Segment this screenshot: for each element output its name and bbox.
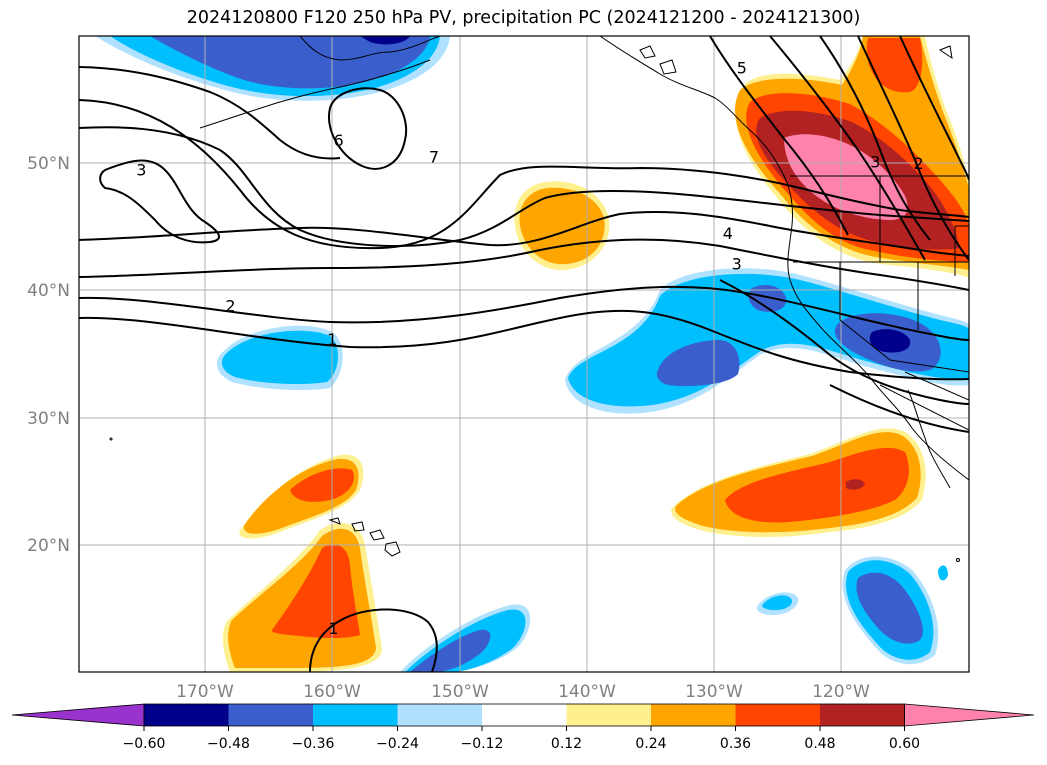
colorbar: −0.60 −0.48 −0.36 −0.24 −0.12 0.12 0.24 0.36 0.4…	[11, 703, 1035, 752]
pv-contour-7	[328, 87, 408, 170]
pv-contour-6-alaska	[79, 66, 341, 160]
latitude-label-50n: 50°N	[27, 154, 70, 174]
pv-contour-3-east	[819, 36, 931, 241]
contour-label-1: 1	[328, 619, 338, 638]
precipitation-fills	[95, 36, 969, 672]
contour-label-4: 4	[723, 224, 733, 243]
longitude-label-140w: 140°W	[558, 682, 616, 702]
colorbar-tick-label: 0.12	[551, 736, 582, 752]
contour-label-layer: 3 6 7 5 3 2 4 3 2 1 1	[136, 58, 923, 638]
coastlines	[199, 36, 969, 489]
contour-label-2: 2	[225, 297, 235, 316]
longitude-label-150w: 150°W	[431, 682, 489, 702]
colorbar-segment	[820, 704, 905, 726]
colorbar-tick-label: −0.36	[292, 736, 335, 752]
pv-contour-1-south	[79, 309, 969, 381]
colorbar-segment	[482, 704, 567, 726]
contour-label-6: 6	[333, 131, 343, 150]
map-plot-area	[79, 36, 969, 672]
pv-contour-5	[79, 99, 969, 250]
pv-contour-2-east	[857, 36, 969, 261]
negative-precip-region-southeast	[756, 556, 948, 665]
contour-label-1: 1	[327, 330, 337, 349]
colorbar-segment	[144, 704, 229, 726]
contour-label-2: 2	[913, 154, 923, 173]
longitude-label-130w: 130°W	[685, 682, 743, 702]
colorbar-tick-label: 0.60	[889, 736, 920, 752]
contour-label-5: 5	[737, 58, 747, 77]
map-frame	[78, 35, 970, 673]
pv-contour-4-east	[769, 36, 926, 261]
pv-contour-3-mid	[79, 238, 969, 291]
negative-precip-region-california	[565, 268, 969, 414]
pv-contour-1-far-se	[829, 384, 969, 433]
colorbar-tick-label: 0.48	[804, 736, 835, 752]
contour-label-7: 7	[429, 148, 439, 167]
latitude-axis: 50°N 40°N 30°N 20°N	[27, 154, 70, 556]
colorbar-segment	[397, 704, 483, 726]
longitude-label-170w: 170°W	[176, 682, 234, 702]
contour-label-3: 3	[732, 255, 742, 274]
pv-contour-1-se	[719, 279, 969, 405]
pv-contour-1-low	[309, 608, 438, 672]
longitude-label-120w: 120°W	[812, 682, 870, 702]
colorbar-segment	[651, 704, 736, 726]
pv-contour-5-east	[709, 36, 849, 236]
longitude-label-160w: 160°W	[303, 682, 361, 702]
colorbar-segment	[313, 704, 398, 726]
positive-precip-region-hawaii-south	[222, 522, 382, 672]
colorbar-tick-label: −0.48	[207, 736, 250, 752]
colorbar-tick-label: −0.12	[461, 736, 504, 752]
pv-contour-1-east	[899, 36, 969, 181]
longitude-axis: 170°W 160°W 150°W 140°W 130°W 120°W	[176, 682, 870, 702]
colorbar-extend-high	[904, 703, 1035, 727]
colorbar-tick-label: −0.60	[123, 736, 166, 752]
pv-contours	[79, 36, 969, 672]
colorbar-segment	[566, 704, 652, 726]
islands	[109, 45, 960, 562]
contour-label-3: 3	[136, 160, 146, 179]
colorbar-segment	[228, 704, 314, 726]
latitude-label-20n: 20°N	[27, 536, 70, 556]
latitude-label-40n: 40°N	[27, 281, 70, 301]
positive-precip-region-north-pacific	[514, 181, 610, 271]
colorbar-tick-label: 0.24	[635, 736, 666, 752]
graticule	[79, 36, 969, 672]
colorbar-tick-label: −0.24	[376, 736, 419, 752]
colorbar-segment	[735, 704, 821, 726]
colorbar-frame	[143, 703, 905, 727]
positive-precip-region-eastern-tropics	[671, 428, 926, 537]
latitude-label-30n: 30°N	[27, 409, 70, 429]
pv-contour-4	[79, 210, 969, 257]
map-title: 2024120800 F120 250 hPa PV, precipitatio…	[186, 8, 861, 28]
colorbar-tick-label: 0.36	[720, 736, 751, 752]
negative-precip-region-alaska	[95, 36, 450, 101]
contour-label-3: 3	[870, 153, 880, 172]
colorbar-extend-low	[11, 703, 145, 727]
pv-contour-2	[79, 285, 969, 341]
pv-contour-3-west	[99, 159, 220, 244]
